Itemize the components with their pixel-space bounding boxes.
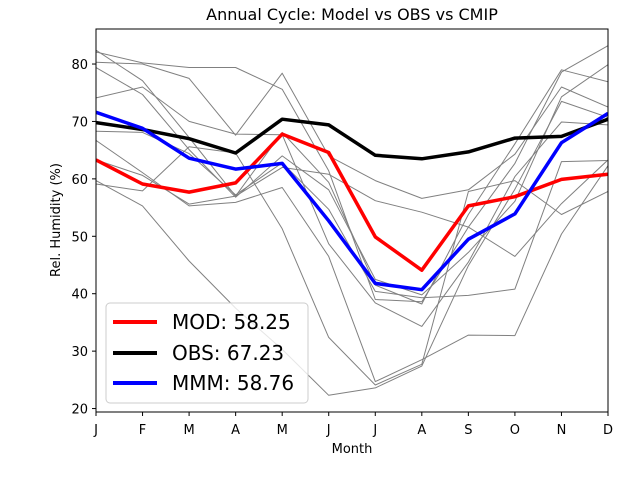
x-tick-label: A [231,423,240,438]
cmip-model-line-3 [96,64,608,296]
x-axis-label: Month [332,442,373,457]
legend-label-obs: OBS: 67.23 [172,341,284,365]
x-tick-label: J [93,423,98,438]
cmip-model-line-4 [96,86,608,327]
y-tick-label: 70 [71,115,88,130]
y-axis: 20 30 40 50 60 70 80 [71,58,96,418]
cmip-model-line-8 [96,100,608,396]
y-tick-label: 50 [71,230,88,245]
y-tick-label: 30 [71,345,88,360]
x-tick-label: M [183,423,194,438]
y-tick-label: 20 [71,403,88,418]
x-tick-label: M [277,423,288,438]
x-tick-label: D [603,423,613,438]
legend-box [105,302,309,404]
legend: MOD: 58.25 OBS: 67.23 MMM: 58.76 [105,302,309,404]
x-tick-label: S [464,423,472,438]
series-line-mod [96,132,608,272]
legend-label-mod: MOD: 58.25 [172,310,291,334]
x-tick-label: J [372,423,377,438]
x-tick-label: O [510,423,520,438]
cmip-model-line-7 [96,139,608,383]
x-tick-label: N [557,423,567,438]
x-tick-label: J [326,423,331,438]
plot-frame [95,28,609,413]
y-tick-label: 40 [71,288,88,303]
highlight-series [96,110,608,292]
x-tick-label: A [417,423,426,438]
cmip-model-line-10 [96,61,608,199]
cmip-models [96,45,608,396]
chart-title: Annual Cycle: Model vs OBS vs CMIP [206,5,498,24]
series-line-obs [96,117,608,161]
y-axis-label: Rel. Humidity (%) [49,163,64,277]
series-line-mmm [96,110,608,292]
cmip-model-line-6 [96,159,608,257]
y-tick-label: 80 [71,58,88,73]
y-tick-label: 60 [71,173,88,188]
x-tick-label: F [139,423,146,438]
legend-label-mmm: MMM: 58.76 [172,371,294,395]
